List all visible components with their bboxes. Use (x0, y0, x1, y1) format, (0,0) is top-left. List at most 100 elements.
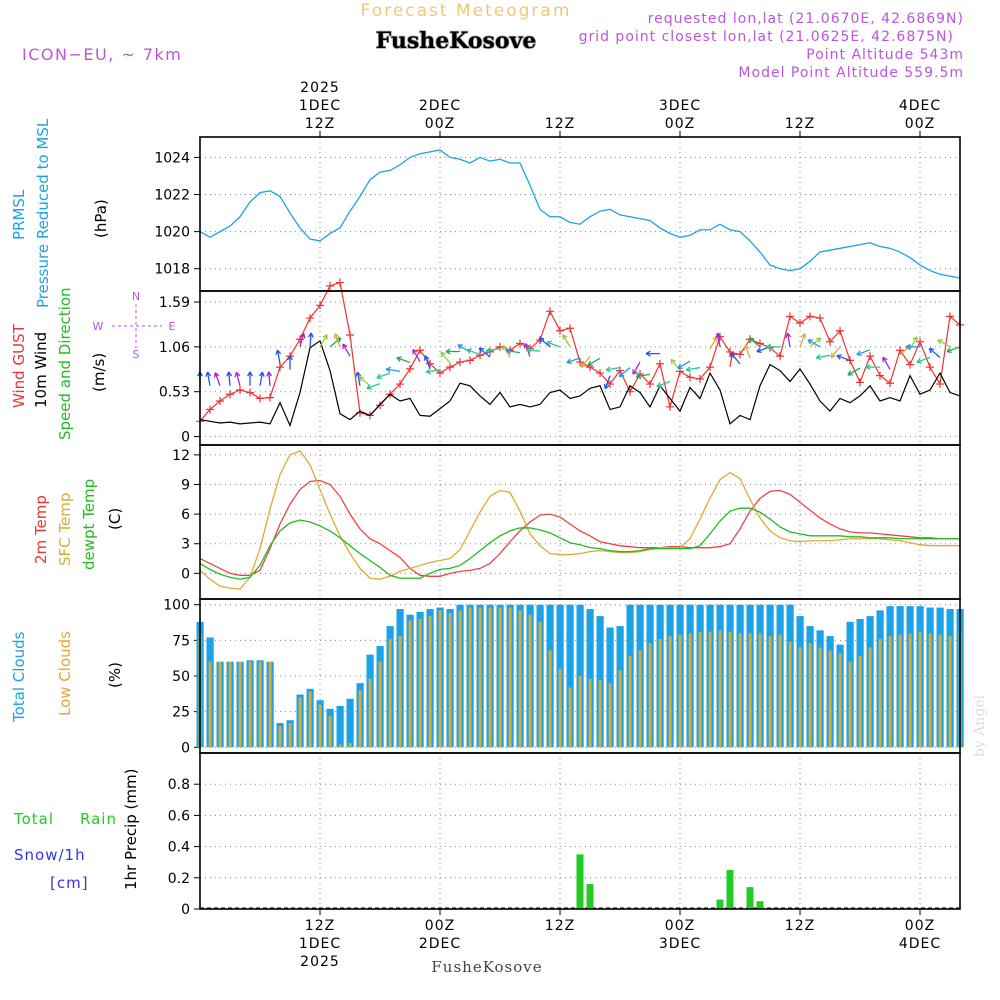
arrow-shaft (604, 375, 611, 389)
wind-direction-arrow (562, 334, 571, 348)
arrow-head (632, 369, 638, 375)
arrow-shaft (562, 334, 571, 348)
gust-marker (596, 369, 604, 378)
low-cloud-bar (398, 636, 402, 748)
bottom-tick-label: 2025 (300, 954, 340, 970)
arrow-shaft (366, 383, 381, 390)
arrow-head (525, 347, 531, 354)
wind-direction-arrow (213, 372, 221, 386)
arrow-head (502, 344, 508, 351)
arrow-shaft (235, 372, 241, 386)
low-cloud-bar (388, 638, 392, 748)
wind-direction-arrow (587, 357, 601, 366)
gust-marker (946, 312, 954, 321)
arrow-shaft (525, 349, 541, 352)
arrow-head (423, 355, 430, 361)
arrow-head (258, 371, 265, 377)
arrow-shaft (358, 376, 371, 387)
arrow-head (466, 348, 472, 354)
wind-direction-arrow (366, 383, 381, 390)
y-tick-label: 75 (172, 633, 190, 649)
wind-direction-arrow (677, 360, 691, 369)
wind-direction-arrow (412, 348, 421, 362)
wind-direction-arrow (603, 375, 611, 390)
wind-frame (199, 290, 961, 446)
low-cloud-bar (568, 687, 572, 748)
gust-marker (696, 375, 704, 383)
wind-direction-arrow (485, 347, 501, 354)
arrow-head (562, 334, 568, 340)
arrow-head (645, 350, 651, 357)
arrow-head (815, 354, 822, 360)
wind-direction-arrow (865, 364, 880, 371)
arrow-shaft (299, 333, 305, 348)
gust-marker (436, 369, 444, 378)
gust-label: Wind GUST (10, 323, 28, 408)
low-cloud-bar (708, 631, 712, 748)
bottom-tick-label: 00Z (425, 918, 455, 934)
gust-marker (666, 402, 674, 411)
top-tick-label: 00Z (905, 116, 935, 132)
low-cloud-bar (448, 613, 452, 748)
wind-direction-arrow (275, 349, 282, 364)
y-tick-label: 12 (172, 448, 190, 464)
low-cloud-bar (838, 653, 842, 748)
arrow-head (677, 363, 683, 369)
arrow-shaft (424, 355, 431, 370)
arrow-head (748, 337, 755, 343)
compass-e: E (169, 320, 176, 333)
arrow-head (656, 382, 662, 388)
wind-direction-arrow (478, 347, 491, 358)
gust-marker (686, 373, 694, 382)
low-cloud-bar (898, 634, 902, 748)
gust-marker (856, 378, 864, 387)
top-tick-label: 4DEC (899, 98, 941, 114)
arrow-head (412, 348, 418, 355)
low-cloud-bar (368, 678, 372, 748)
wind-direction-arrow (538, 337, 551, 348)
arrow-head (342, 343, 348, 350)
arrow-head (247, 371, 253, 377)
temp2m-label: 2m Temp (32, 495, 50, 564)
wind-direction-arrow (632, 361, 641, 375)
arrow-shaft (466, 349, 481, 356)
low-cloud-bar (658, 638, 662, 748)
pressure-msl-label: Pressure Reduced to MSL (34, 118, 52, 308)
low-cloud-bar (688, 633, 692, 748)
arrow-head (205, 371, 212, 377)
rain-bar (716, 899, 724, 909)
y-tick-label: 0.53 (159, 385, 190, 401)
arrow-shaft (618, 367, 631, 378)
low-cloud-bar (208, 661, 212, 748)
arrow-shaft (566, 357, 581, 364)
gust-marker (346, 331, 354, 339)
gust-marker (446, 363, 454, 372)
arrow-head (715, 332, 722, 339)
gust-marker (866, 352, 874, 361)
low-cloud-bar (938, 634, 942, 748)
point-altitude: Point Altitude 543m (806, 47, 964, 63)
wind-direction-arrow (358, 376, 371, 387)
arrow-head (865, 364, 871, 371)
low-cloud-bar (828, 650, 832, 748)
gust-marker (476, 351, 484, 360)
low-cloud-bar (478, 607, 482, 748)
arrow-head (566, 358, 572, 365)
gust-marker (896, 346, 904, 355)
arrow-shaft (276, 349, 281, 364)
arrow-head (830, 352, 836, 359)
low-cloud-bar (218, 661, 222, 748)
wind-panel-labels: Wind GUST 10m Wind Speed and Direction (… (10, 287, 176, 440)
gust-marker (326, 281, 334, 290)
wind-panel: 0 0.53 1.06 1.59 (159, 278, 964, 446)
total-label: Total (13, 810, 54, 828)
arrow-head (287, 355, 293, 361)
gust-marker (816, 314, 824, 323)
wind-direction-arrow (715, 332, 722, 347)
arrow-shaft (440, 351, 451, 364)
low-cloud-bar (948, 636, 952, 748)
arrow-head (333, 333, 340, 339)
wind-direction-arrow (266, 371, 273, 386)
low-cloud-bar (228, 661, 232, 748)
low-cloud-bar (468, 607, 472, 748)
